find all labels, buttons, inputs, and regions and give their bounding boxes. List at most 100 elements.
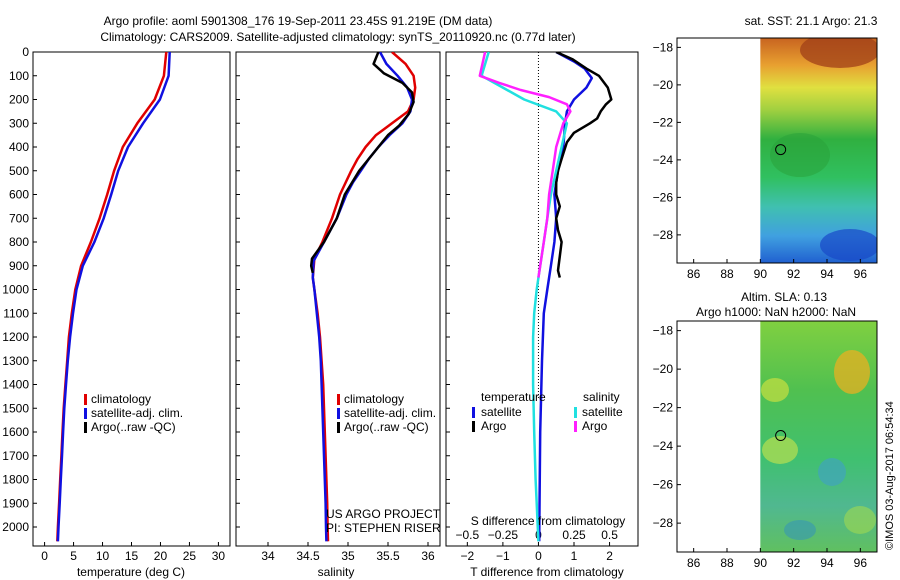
y-tick-label: 1100 bbox=[3, 306, 29, 320]
x-tick-label: 25 bbox=[183, 549, 197, 563]
salinity-y-ticks bbox=[236, 51, 240, 528]
sst-heatmap bbox=[760, 38, 877, 263]
sla-low-patch-1 bbox=[818, 458, 846, 486]
s-diff-tick-label: −0.5 bbox=[455, 528, 479, 542]
series-line-satellite-adj-clim bbox=[56, 52, 171, 542]
salinity-axes-frame bbox=[235, 51, 441, 547]
legend-label-argo: Argo(..raw -QC) bbox=[344, 420, 429, 434]
series-line-climatology bbox=[56, 52, 168, 542]
sla-map-panel: Altim. SLA: 0.13 Argo h1000: NaN h2000: … bbox=[653, 290, 878, 570]
legend-swatch-climatology bbox=[84, 394, 87, 405]
x-tick-label: 35 bbox=[341, 549, 355, 563]
s-diff-tick-label: 0.5 bbox=[601, 528, 618, 542]
legend-label-s-satellite: satellite bbox=[582, 405, 623, 419]
map-x-tick-label: 88 bbox=[720, 267, 734, 281]
legend-swatch-s-argo bbox=[574, 421, 577, 432]
y-tick-label: 1400 bbox=[2, 378, 29, 392]
legend-label-t-satellite: satellite bbox=[481, 405, 522, 419]
sst-map-title: sat. SST: 21.1 Argo: 21.3 bbox=[745, 14, 878, 28]
s-diff-tick-label: 0.25 bbox=[562, 528, 586, 542]
sla-high-patch bbox=[834, 350, 870, 394]
map-y-tick-label: −24 bbox=[653, 439, 674, 453]
map-y-tick-label: −28 bbox=[653, 228, 674, 242]
y-tick-label: 1700 bbox=[2, 449, 29, 463]
imos-watermark: ©IMOS 03-Aug-2017 06:54:34 bbox=[884, 401, 896, 550]
sla-map-frame bbox=[676, 320, 878, 553]
x-tick-label: 15 bbox=[125, 549, 139, 563]
temperature-x-label: temperature (deg C) bbox=[77, 565, 185, 579]
y-tick-label: 100 bbox=[9, 69, 29, 83]
legend-label-argo: Argo(..raw -QC) bbox=[91, 420, 176, 434]
y-tick-label: 1300 bbox=[2, 354, 29, 368]
sla-map-y-axis: −18 −20 −22 −24 −26 −28 bbox=[653, 324, 681, 530]
y-tick-label: 300 bbox=[9, 116, 29, 130]
legend-swatch-argo bbox=[337, 422, 340, 433]
sla-mid-patch-3 bbox=[844, 506, 876, 534]
x-tick-label: 0 bbox=[41, 549, 48, 563]
difference-axes-frame bbox=[445, 51, 639, 547]
y-tick-label: 400 bbox=[9, 140, 29, 154]
series-line-satellite-adj-clim bbox=[311, 52, 414, 542]
series-line-salinity-satellite bbox=[480, 52, 569, 542]
sla-low-patch-2 bbox=[784, 520, 816, 540]
difference-plot-area bbox=[478, 52, 613, 542]
map-y-tick-label: −22 bbox=[653, 115, 674, 129]
x-tick-label: 10 bbox=[96, 549, 110, 563]
title-line-2: Climatology: CARS2009. Satellite-adjuste… bbox=[100, 30, 575, 44]
legend-swatch-t-satellite bbox=[472, 407, 475, 418]
x-tick-label: 1 bbox=[571, 549, 578, 563]
y-tick-label: 1800 bbox=[2, 473, 29, 487]
x-tick-label: −1 bbox=[496, 549, 510, 563]
argo-location-marker bbox=[775, 144, 787, 156]
legend-label-s-argo: Argo bbox=[582, 419, 608, 433]
x-tick-label: 35.5 bbox=[376, 549, 400, 563]
y-tick-label: 1900 bbox=[2, 496, 29, 510]
y-tick-label: 500 bbox=[9, 164, 29, 178]
x-tick-label: 20 bbox=[154, 549, 168, 563]
x-tick-label: 34 bbox=[261, 549, 275, 563]
temperature-legend: climatology satellite-adj. clim. Argo(..… bbox=[84, 392, 183, 434]
x-tick-label: 30 bbox=[212, 549, 226, 563]
s-difference-label: S difference from climatology bbox=[471, 514, 626, 528]
x-tick-label: 5 bbox=[70, 549, 77, 563]
temperature-panel: 0100200300400500600700800900100011001200… bbox=[2, 45, 231, 579]
legend-label-t-argo: Argo bbox=[481, 419, 507, 433]
map-x-tick-label: 86 bbox=[687, 556, 701, 570]
map-y-tick-label: −26 bbox=[653, 478, 674, 492]
title-line-1: Argo profile: aoml 5901308_176 19-Sep-20… bbox=[104, 14, 493, 28]
sla-mid-patch-2 bbox=[762, 436, 798, 464]
salinity-diff-ticks: −0.5 −0.25 0 0.25 0.5 bbox=[455, 528, 618, 542]
project-label: US ARGO PROJECT bbox=[326, 507, 441, 521]
legend-swatch-s-satellite bbox=[574, 407, 577, 418]
argo-location-marker bbox=[775, 430, 787, 442]
map-y-tick-label: −20 bbox=[653, 362, 674, 376]
map-y-tick-label: −18 bbox=[653, 40, 674, 54]
map-y-tick-label: −24 bbox=[653, 153, 674, 167]
s-diff-tick-label: −0.25 bbox=[488, 528, 519, 542]
y-tick-label: 1000 bbox=[2, 283, 29, 297]
map-x-tick-label: 90 bbox=[754, 556, 768, 570]
legend-swatch-climatology bbox=[337, 394, 340, 405]
difference-legend: temperature satellite Argo salinity sate… bbox=[472, 390, 623, 433]
y-tick-label: 1500 bbox=[2, 401, 29, 415]
temperature-y-axis: 0 100 200 300 400 500 600 700 800 900 1000 1100 1200… bbox=[2, 45, 37, 534]
series-line-salinity-argo bbox=[478, 52, 572, 278]
sla-map-title: Altim. SLA: 0.13 bbox=[741, 290, 827, 304]
sst-cool-patch bbox=[820, 229, 877, 261]
legend-swatch-satellite bbox=[337, 408, 340, 419]
series-line-temperature-argo bbox=[554, 52, 613, 278]
map-y-tick-label: −26 bbox=[653, 190, 674, 204]
temperature-plot-area bbox=[56, 52, 171, 542]
x-tick-label: 0 bbox=[535, 549, 542, 563]
x-tick-label: −2 bbox=[460, 549, 474, 563]
sst-map-frame bbox=[676, 37, 878, 264]
y-tick-label: 700 bbox=[9, 211, 29, 225]
map-x-tick-label: 96 bbox=[854, 267, 868, 281]
legend-swatch-argo bbox=[84, 422, 87, 433]
map-x-tick-label: 88 bbox=[720, 556, 734, 570]
difference-x-axis: −2 −1 0 1 2 bbox=[460, 542, 613, 563]
salinity-legend: climatology satellite-adj. clim. Argo(..… bbox=[337, 392, 436, 434]
legend-swatch-t-argo bbox=[472, 421, 475, 432]
legend-title-temperature: temperature bbox=[481, 390, 546, 404]
sla-mid-patch-1 bbox=[761, 378, 789, 402]
